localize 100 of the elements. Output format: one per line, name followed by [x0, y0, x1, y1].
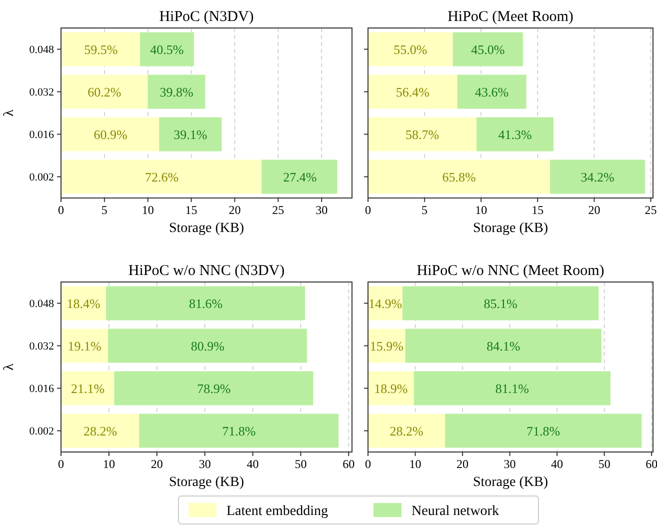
bar	[61, 117, 160, 152]
annotation: 80.9%	[190, 338, 225, 354]
x-tick-label: 50	[598, 457, 610, 471]
annotation: 81.6%	[188, 296, 223, 311]
bar	[476, 117, 554, 152]
x-tick-label: 20	[150, 457, 163, 471]
chart-title: HiPoC w/o NNC (N3DV)	[128, 263, 285, 279]
bar	[140, 32, 194, 66]
annotation: 39.8%	[160, 84, 194, 100]
x-tick-label: 20	[456, 457, 469, 471]
annotation: 55.0%	[394, 42, 428, 57]
annotation: 18.4%	[66, 296, 100, 311]
annotation: 14.9%	[368, 296, 402, 311]
x-axis-title: Storage (KB)	[472, 221, 548, 236]
bar	[368, 328, 406, 363]
bar	[368, 117, 477, 152]
x-tick-label: 25	[644, 203, 657, 217]
bar	[368, 32, 453, 66]
y-axis-title: λ	[2, 363, 17, 370]
y-tick-label: 0.048	[29, 298, 54, 310]
bar	[368, 74, 458, 109]
bar	[61, 160, 262, 194]
y-tick-label: 0.016	[29, 383, 54, 396]
bar	[61, 32, 140, 66]
annotation: 56.4%	[396, 84, 430, 100]
chart-title: HiPoC (N3DV)	[159, 9, 254, 25]
legend-label: Latent embedding	[226, 504, 328, 519]
x-tick-label: 10	[142, 203, 154, 217]
bar	[452, 32, 523, 66]
bar	[445, 414, 642, 448]
x-tick-label: 0	[365, 457, 371, 471]
bar	[108, 328, 307, 363]
annotation: 41.3%	[498, 126, 532, 142]
bar	[61, 371, 114, 406]
y-tick-label: 0.002	[29, 426, 54, 438]
bar	[61, 286, 106, 320]
annotation: 85.1%	[484, 296, 518, 311]
x-axis-title: Storage (KB)	[472, 475, 548, 490]
x-tick-label: 15	[185, 203, 198, 217]
bar	[61, 328, 108, 363]
bar	[61, 414, 140, 448]
x-tick-label: 10	[102, 457, 115, 471]
bar	[139, 414, 339, 448]
bar	[61, 74, 148, 109]
bar	[368, 414, 446, 448]
bar	[550, 160, 646, 194]
y-axis-title: λ	[2, 109, 17, 116]
annotation: 58.7%	[405, 126, 440, 142]
x-tick-label: 30	[198, 457, 211, 471]
x-tick-label: 60	[646, 457, 657, 471]
x-tick-label: 0	[58, 203, 64, 217]
annotation: 43.6%	[475, 84, 509, 100]
annotation: 78.9%	[197, 380, 231, 396]
annotation: 71.8%	[526, 423, 560, 438]
legend-label: Neural network	[412, 504, 499, 519]
annotation: 60.9%	[94, 126, 128, 142]
x-tick-label: 40	[551, 457, 564, 471]
x-tick-label: 40	[246, 457, 259, 471]
bar	[106, 286, 306, 320]
x-tick-label: 15	[532, 203, 544, 217]
annotation: 19.1%	[68, 338, 102, 354]
annotation: 72.6%	[144, 169, 179, 184]
annotation: 15.9%	[370, 338, 404, 354]
x-tick-label: 25	[272, 203, 284, 217]
x-tick-label: 5	[422, 203, 428, 217]
x-axis-title: Storage (KB)	[168, 475, 244, 490]
annotation: 28.2%	[84, 423, 118, 438]
bar	[402, 286, 599, 320]
annotation: 34.2%	[580, 169, 615, 184]
bar	[457, 74, 526, 109]
x-tick-label: 20	[228, 203, 241, 217]
bar	[368, 371, 414, 406]
x-tick-label: 0	[365, 203, 371, 217]
bar	[148, 74, 206, 109]
x-tick-label: 10	[409, 457, 422, 471]
bar	[114, 371, 314, 406]
y-tick-label: 0.002	[29, 172, 54, 184]
x-tick-label: 5	[101, 203, 108, 217]
x-tick-label: 30	[316, 203, 328, 217]
x-tick-label: 50	[294, 457, 307, 471]
y-tick-label: 0.048	[29, 44, 54, 56]
bar	[405, 328, 602, 363]
annotation: 27.4%	[283, 169, 317, 184]
bar	[368, 160, 550, 194]
y-tick-label: 0.016	[29, 129, 54, 142]
x-axis-title: Storage (KB)	[168, 221, 244, 236]
annotation: 65.8%	[442, 169, 476, 184]
bar	[262, 160, 338, 194]
chart-title: HiPoC (Meet Room)	[448, 9, 574, 25]
annotation: 60.2%	[88, 84, 122, 100]
bar	[159, 117, 222, 152]
x-tick-label: 0	[58, 457, 64, 471]
x-tick-label: 10	[475, 203, 488, 217]
annotation: 28.2%	[390, 423, 424, 438]
annotation: 21.1%	[71, 380, 105, 396]
annotation: 40.5%	[150, 42, 184, 57]
x-tick-label: 30	[504, 457, 516, 471]
chart-title: HiPoC w/o NNC (Meet Room)	[416, 263, 604, 279]
y-tick-label: 0.032	[29, 86, 54, 99]
y-tick-label: 0.032	[29, 340, 54, 353]
